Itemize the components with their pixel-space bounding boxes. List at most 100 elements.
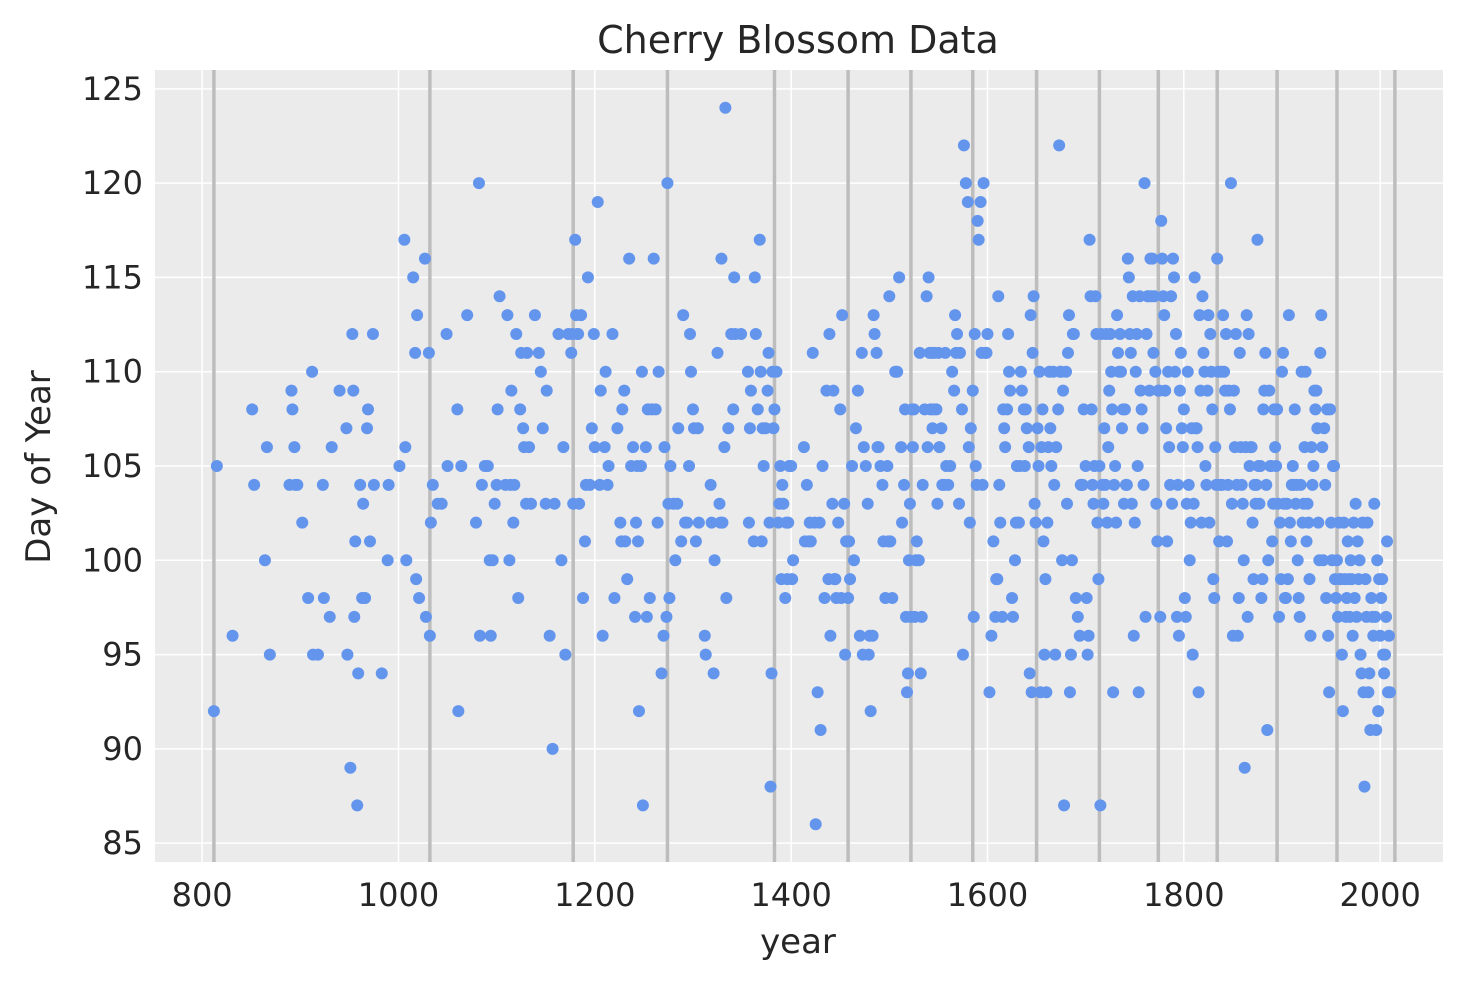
data-point [953, 497, 966, 510]
data-point [1040, 686, 1053, 699]
data-point [1193, 309, 1206, 322]
data-point [1120, 478, 1133, 491]
data-point [987, 535, 1000, 548]
data-point [1202, 309, 1215, 322]
data-point [834, 403, 847, 416]
data-point [1112, 346, 1125, 359]
data-point [898, 478, 911, 491]
data-point [1027, 290, 1040, 303]
data-point [901, 667, 914, 680]
data-point [809, 818, 822, 831]
data-point [1376, 573, 1389, 586]
data-point [452, 705, 465, 718]
data-point [832, 516, 845, 529]
data-point [763, 516, 776, 529]
data-point [598, 441, 611, 454]
data-point [1183, 554, 1196, 567]
data-point [1168, 365, 1181, 378]
data-point [1008, 554, 1021, 567]
data-points [207, 101, 1396, 831]
data-point [1150, 497, 1163, 510]
data-point [1099, 478, 1112, 491]
data-point [1255, 592, 1268, 604]
data-point [1235, 478, 1248, 491]
data-point [1111, 309, 1124, 322]
data-point [1149, 365, 1162, 378]
data-point [1182, 478, 1195, 491]
data-point [1368, 497, 1381, 510]
data-point [1014, 365, 1027, 378]
data-point [1007, 610, 1020, 623]
data-point [1315, 309, 1328, 322]
data-point [813, 516, 826, 529]
data-point [649, 403, 662, 416]
data-point [1138, 177, 1151, 190]
data-point [1380, 610, 1393, 623]
data-point [1028, 497, 1041, 510]
data-point [767, 422, 780, 435]
data-point [1154, 610, 1167, 623]
data-point [419, 610, 432, 623]
data-point [608, 592, 621, 604]
data-point [779, 592, 792, 604]
data-point [1103, 384, 1116, 397]
data-point [1233, 346, 1246, 359]
data-point [1286, 460, 1299, 472]
data-point [785, 460, 798, 472]
data-point [1061, 497, 1074, 510]
data-point [472, 177, 485, 190]
data-point [1037, 535, 1050, 548]
data-point [1181, 365, 1194, 378]
data-point [681, 516, 694, 529]
data-point [864, 705, 877, 718]
data-point [1097, 497, 1110, 510]
data-point [455, 460, 468, 472]
data-point [555, 554, 568, 567]
x-tick-label: 1800 [1143, 876, 1224, 914]
data-point [1271, 403, 1284, 416]
data-point [903, 497, 916, 510]
data-point [705, 516, 718, 529]
y-tick-label: 90 [102, 730, 143, 768]
data-point [1257, 403, 1270, 416]
data-point [260, 441, 273, 454]
data-point [246, 403, 259, 416]
data-point [765, 667, 778, 680]
data-point [998, 422, 1011, 435]
data-point [207, 705, 220, 718]
data-point [1024, 309, 1037, 322]
data-point [1143, 384, 1156, 397]
data-point [974, 196, 987, 208]
x-tick-labels: 800 1000 1200 1400 1600 1800 2000 [172, 876, 1421, 914]
data-point [291, 478, 304, 491]
data-point [1203, 516, 1216, 529]
data-point [1209, 441, 1222, 454]
data-point [1358, 780, 1371, 793]
x-tick-label: 1600 [947, 876, 1028, 914]
data-point [1178, 592, 1191, 604]
data-point [573, 497, 586, 510]
data-point [881, 460, 894, 472]
data-point [325, 441, 338, 454]
data-point [1344, 554, 1357, 567]
data-point [715, 252, 728, 265]
data-point [503, 554, 516, 567]
data-point [686, 403, 699, 416]
data-point [844, 573, 857, 586]
data-point [1184, 516, 1197, 529]
data-point [838, 497, 851, 510]
data-point [980, 346, 993, 359]
data-point [616, 403, 629, 416]
data-point [949, 309, 962, 322]
data-point [1106, 403, 1119, 416]
data-point [777, 497, 790, 510]
x-axis-label: year [760, 922, 836, 962]
data-point [349, 535, 362, 548]
data-point [872, 441, 885, 454]
data-point [1201, 384, 1214, 397]
data-point [893, 271, 906, 284]
data-point [1169, 328, 1182, 340]
data-point [493, 290, 506, 303]
data-point [1250, 478, 1263, 491]
